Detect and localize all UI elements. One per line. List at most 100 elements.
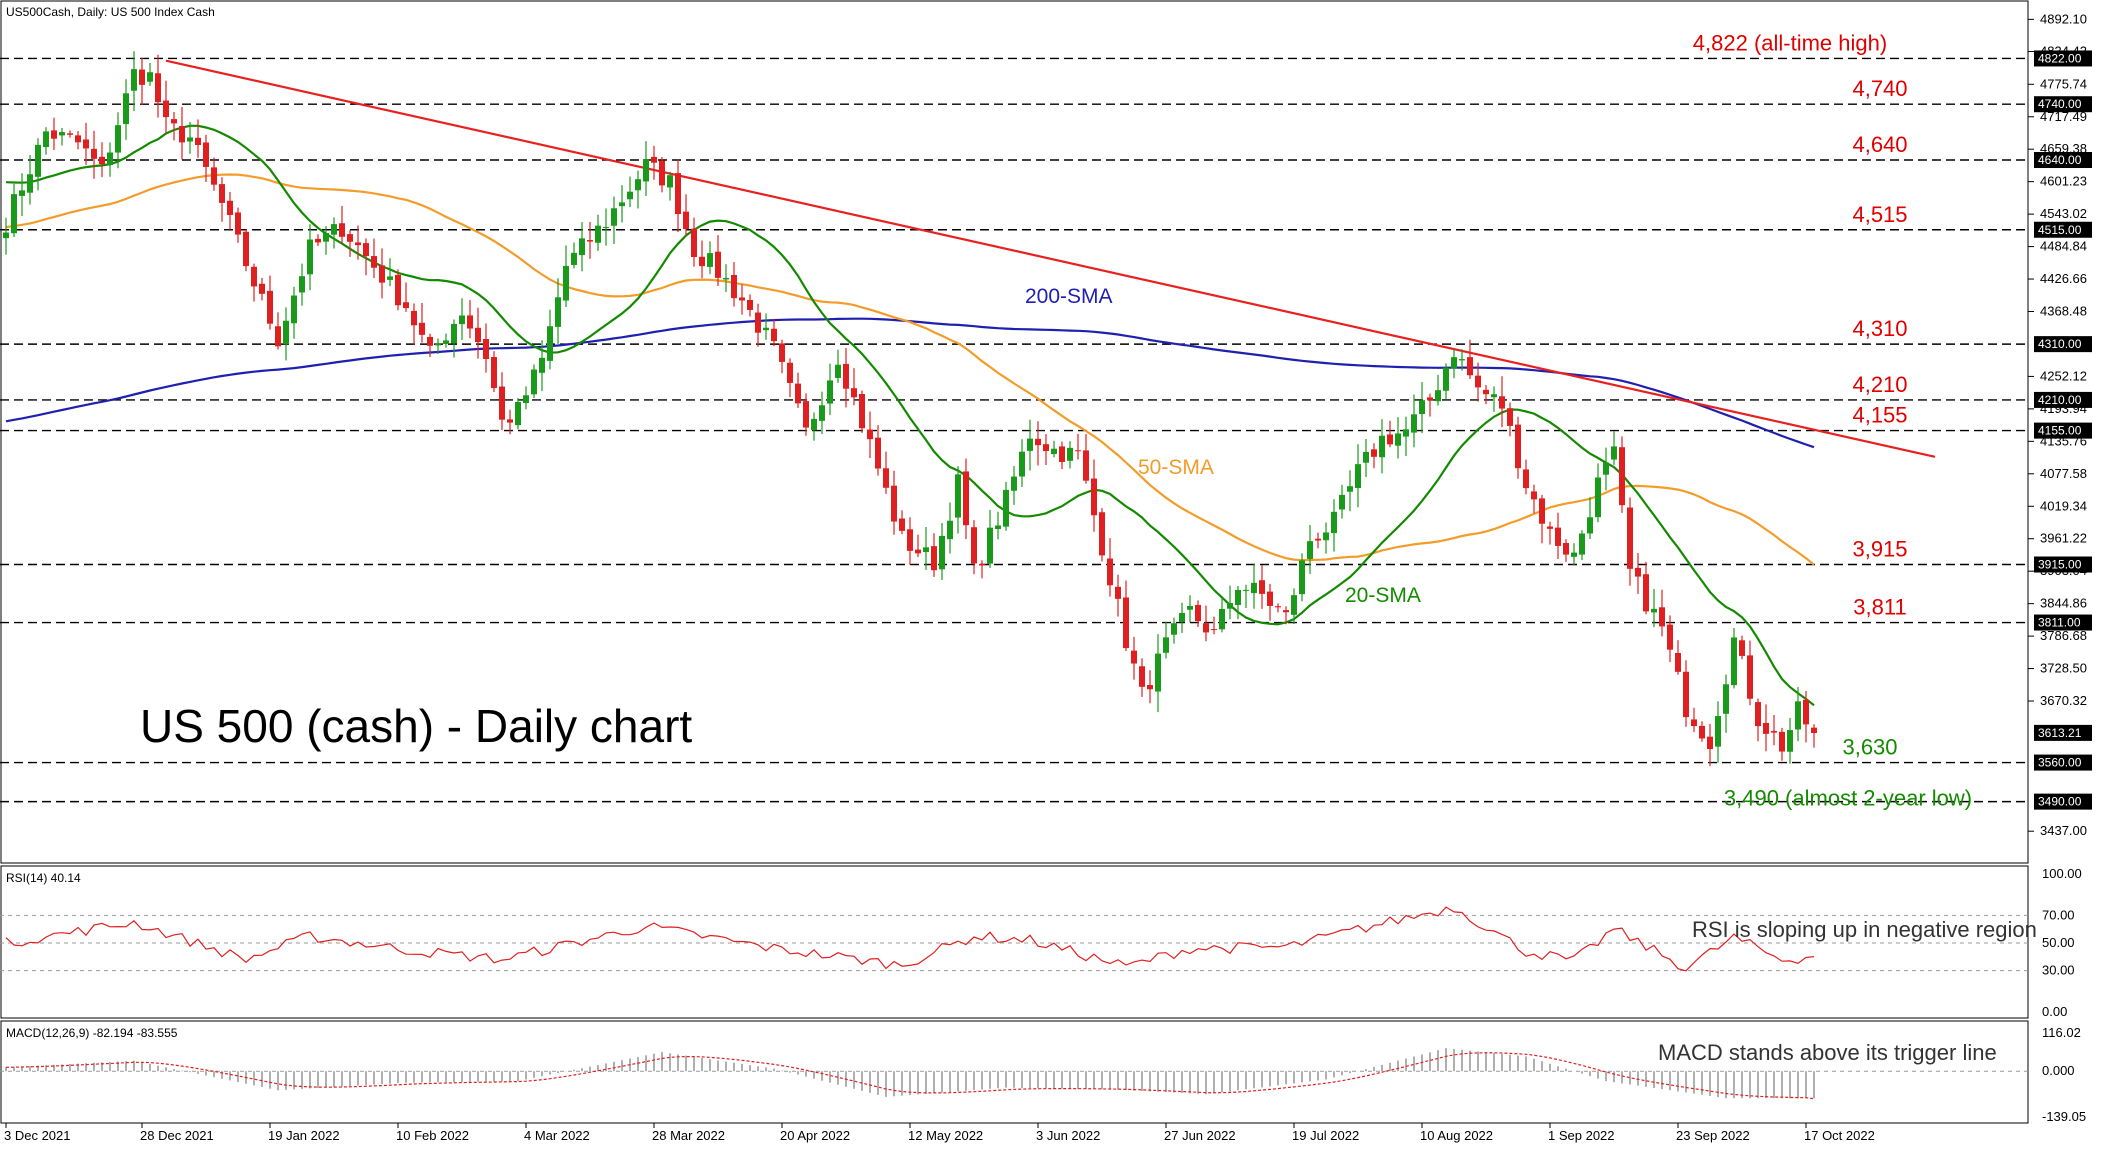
candle-191 <box>1531 484 1537 514</box>
candle-8 <box>67 130 73 138</box>
candle-body-84 <box>675 173 681 215</box>
candle-92 <box>739 284 745 315</box>
candle-171 <box>1371 443 1377 469</box>
candle-149 <box>1195 600 1201 628</box>
candle-135 <box>1083 434 1089 484</box>
candle-body-152 <box>1219 608 1225 630</box>
candle-body-10 <box>83 139 89 149</box>
price-tick-label-0: 4892.10 <box>2040 11 2087 26</box>
candle-body-178 <box>1427 397 1433 401</box>
candle-12 <box>99 142 105 178</box>
candle-35 <box>283 307 289 361</box>
candle-body-199 <box>1595 477 1601 518</box>
candle-body-172 <box>1379 435 1385 458</box>
candle-173 <box>1387 420 1393 448</box>
candle-body-65 <box>523 395 529 403</box>
candle-body-134 <box>1075 450 1081 452</box>
candle-203 <box>1627 497 1633 586</box>
candle-18 <box>147 63 153 86</box>
candle-188 <box>1507 402 1513 437</box>
candle-body-11 <box>91 148 97 159</box>
candle-110 <box>883 451 889 494</box>
candle-body-2 <box>19 190 25 196</box>
price-tick-label-13: 4077.58 <box>2040 466 2087 481</box>
candle-0 <box>3 217 9 255</box>
candle-body-104 <box>835 364 841 378</box>
candle-body-184 <box>1475 375 1481 388</box>
candle-109 <box>875 425 881 476</box>
rsi-line <box>5 906 1815 972</box>
candle-body-97 <box>779 343 785 362</box>
level-label-4: 4,310 <box>1852 316 1907 341</box>
candle-96 <box>771 318 777 347</box>
candle-45 <box>363 238 369 276</box>
candle-182 <box>1459 349 1465 371</box>
level-lines <box>0 57 2030 803</box>
current-price-box <box>2034 724 2092 741</box>
candle-134 <box>1075 433 1081 460</box>
level-label-2: 4,640 <box>1852 132 1907 157</box>
candles <box>3 51 1817 767</box>
candle-90 <box>723 264 729 293</box>
candle-body-28 <box>227 200 233 215</box>
candle-25 <box>203 134 209 183</box>
candle-65 <box>523 386 529 410</box>
candle-body-29 <box>235 212 241 235</box>
candle-body-154 <box>1235 589 1241 605</box>
candle-113 <box>907 517 913 565</box>
candle-158 <box>1267 583 1273 621</box>
candle-204 <box>1635 552 1641 594</box>
x-tick-label-13: 23 Sep 2022 <box>1676 1128 1750 1143</box>
candle-body-43 <box>347 234 353 242</box>
candle-body-26 <box>211 167 217 185</box>
current-price-label: 3613.21 <box>2038 726 2082 740</box>
candle-body-129 <box>1035 438 1041 446</box>
level-label-3: 4,515 <box>1852 202 1907 227</box>
candle-body-85 <box>683 211 689 230</box>
candle-body-40 <box>323 233 329 242</box>
candle-32 <box>259 277 265 301</box>
candle-body-51 <box>411 310 417 326</box>
candle-body-155 <box>1243 589 1249 591</box>
candle-body-69 <box>555 297 561 327</box>
candle-84 <box>675 159 681 233</box>
candle-48 <box>387 258 393 287</box>
candle-body-87 <box>699 256 705 267</box>
candle-body-114 <box>915 549 921 554</box>
x-tick-label-11: 10 Aug 2022 <box>1420 1128 1493 1143</box>
candle-body-148 <box>1187 606 1193 610</box>
candle-222 <box>1779 727 1785 761</box>
candle-22 <box>179 106 185 160</box>
candle-body-89 <box>715 251 721 278</box>
candle-155 <box>1243 584 1249 609</box>
candle-body-212 <box>1699 725 1705 739</box>
candle-14 <box>115 112 121 169</box>
candle-body-42 <box>339 223 345 237</box>
candle-139 <box>1115 574 1121 617</box>
candle-15 <box>123 79 129 140</box>
candle-body-121 <box>971 527 977 564</box>
candle-body-90 <box>723 277 729 280</box>
candle-66 <box>531 364 537 399</box>
candle-body-72 <box>579 238 585 256</box>
candle-53 <box>427 333 433 357</box>
candle-40 <box>323 226 329 255</box>
price-tick-label-7: 4484.84 <box>2040 239 2087 254</box>
candle-body-56 <box>451 323 457 344</box>
candle-77 <box>619 185 625 223</box>
price-box-label-0: 4822.00 <box>2038 51 2082 65</box>
price-box-label-5: 4210.00 <box>2038 393 2082 407</box>
price-tick-label-14: 4019.34 <box>2040 498 2087 513</box>
candle-body-207 <box>1659 607 1665 627</box>
candle-107 <box>859 390 865 433</box>
candle-5 <box>43 127 49 155</box>
candle-46 <box>371 238 377 279</box>
candle-27 <box>219 177 225 222</box>
price-box-1 <box>2034 96 2092 113</box>
candle-body-170 <box>1363 451 1369 463</box>
candle-body-96 <box>771 328 777 342</box>
candle-180 <box>1443 363 1449 399</box>
candle-body-166 <box>1331 511 1337 534</box>
price-tick-label-20: 3670.32 <box>2040 693 2087 708</box>
candle-body-215 <box>1723 684 1729 714</box>
